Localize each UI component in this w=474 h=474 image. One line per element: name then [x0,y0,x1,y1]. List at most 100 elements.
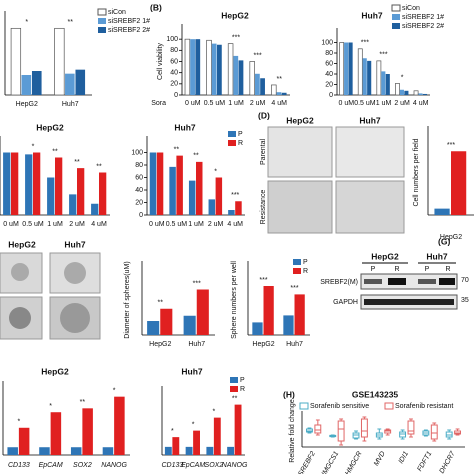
y-tick-label: 100 [131,149,143,156]
legend-swatch [98,27,106,33]
chart-title: GSE143235 [352,389,399,399]
legend-swatch [228,131,236,137]
significance: ** [174,146,180,153]
significance: *** [231,192,239,199]
y-tick-label: 40 [325,71,333,78]
legend-label: P [238,131,243,138]
bar [260,78,265,95]
significance: ** [193,153,199,160]
bar [54,27,65,96]
image [267,180,333,234]
bar [234,404,242,455]
lane-label: R [394,266,399,273]
x-tick-label: 2 uM [250,100,266,107]
bar [11,152,19,215]
significance: ** [158,300,164,307]
legend-label: Sorafenib sensitive [310,403,369,410]
x-tick-label: Huh7 [62,101,79,108]
bar [31,71,42,95]
legend-label: Sorafenib resistant [395,403,453,410]
bar [75,69,86,95]
significance: ** [52,148,58,155]
x-tick-label: 0.5 uM [22,221,44,228]
image [0,252,43,294]
bar [227,43,234,96]
image-column-label: Huh7 [64,239,86,249]
significance: *** [193,280,201,287]
panel-label: (H) [283,389,295,399]
bar [184,38,191,96]
bar [7,447,18,455]
legend-label: siSREBF2 1# [402,14,444,21]
significance: * [214,168,217,175]
legend-swatch [299,402,309,410]
y-tick-label: 20 [135,199,143,206]
y-tick-label: 80 [170,47,178,54]
bar [176,155,183,215]
lane-label: R [445,266,450,273]
legend-swatch [228,140,236,146]
bar [193,430,200,455]
legend-swatch [97,8,107,16]
x-tick-label: CD133 [8,462,30,469]
image-column-label: HepG2 [8,239,36,249]
bar [233,55,239,95]
y-axis-label: Sphere numbers per well [231,261,238,339]
bar [77,168,85,215]
bar [65,73,75,95]
chart-title: Huh7 [181,366,203,376]
bar [399,89,404,95]
x-tick-label: NANOG [222,462,248,469]
significance: ** [80,399,86,406]
x-tick-label: 0.5 uM [354,100,376,107]
bar [283,315,294,335]
bar [215,177,223,215]
x-tick-label: HepG2 [440,234,462,241]
significance: * [192,421,195,428]
x-tick-label: 4 uM [271,100,287,107]
significance: * [25,19,28,26]
bar [3,152,11,215]
bar [206,446,214,455]
chart-title: HepG2 [221,10,249,20]
y-tick-label: 80 [325,50,333,57]
significance: *** [259,277,267,284]
chart-title: Huh7 [361,10,383,20]
blot-strip [360,273,458,290]
bar [271,84,277,96]
y-tick-label: 40 [170,70,178,77]
bar [91,203,99,215]
bar [69,194,77,215]
significance: ** [96,163,102,170]
sphere [64,262,86,284]
y-tick-label: 60 [135,174,143,181]
bar [249,61,255,96]
y-tick-label: 100 [166,36,178,43]
sphere [11,263,29,281]
bar [227,446,235,455]
x-tick-label: SOX2 [73,462,92,469]
legend-swatch [391,4,401,12]
legend-label: siSREBF2 1# [108,18,150,25]
y-tick-label: 20 [170,81,178,88]
significance: *** [232,34,240,41]
marker-label: 35 [461,297,469,304]
x-tick-label: 1 uM [376,100,392,107]
bar [50,412,62,455]
significance: ** [68,19,74,26]
bar [47,177,55,215]
y-tick-label: 0 [329,92,333,99]
y-tick-label: 40 [135,187,143,194]
legend-label: P [303,259,308,266]
x-tick-label: CD133 [161,462,183,469]
legend-label: R [238,140,243,147]
significance: * [49,403,52,410]
x-tick-label: 0 uM [3,221,19,228]
bar [99,172,107,215]
bar [25,154,33,215]
bar [348,42,353,95]
bar [169,166,176,215]
chart-title: Huh7 [174,122,196,132]
legend-label: R [303,268,308,275]
